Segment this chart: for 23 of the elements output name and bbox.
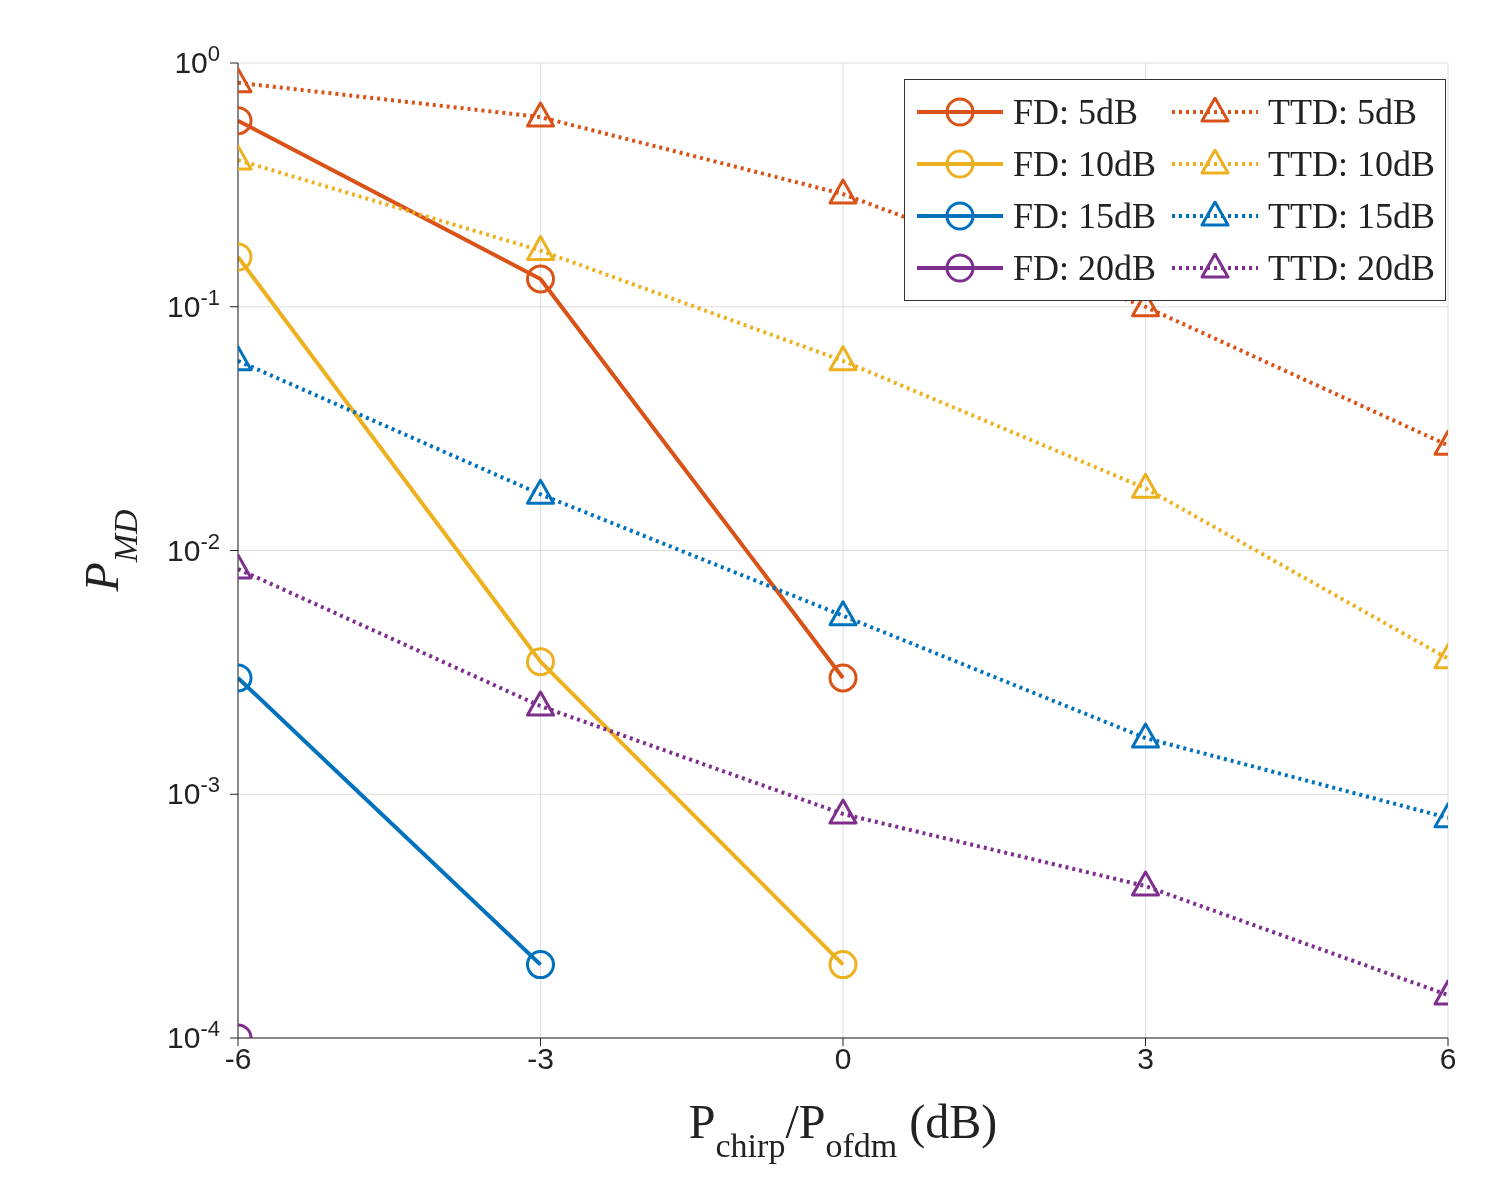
point: [828, 798, 858, 825]
y-tick-label: 10$^{-1}$: [167, 284, 220, 323]
legend-label: TTD: 15dB: [1268, 195, 1435, 237]
legend-label: FD: 20dB: [1012, 247, 1156, 289]
legend-label: FD: 5dB: [1012, 91, 1138, 133]
x-tick-label: 6: [1439, 1042, 1457, 1076]
point: [828, 600, 858, 627]
y-tick-label: 10$^{0}$: [174, 40, 220, 79]
legend-label: TTD: 20dB: [1268, 247, 1435, 289]
y-tick-label: 10$^{-2}$: [167, 528, 220, 567]
legend-label: TTD: 10dB: [1268, 143, 1435, 185]
x-tick-label: -3: [527, 1042, 554, 1076]
y-tick-label: 10$^{-4}$: [167, 1015, 220, 1054]
x-tick-label: -6: [224, 1042, 252, 1076]
x-axis-title: P$_{chirp}$/P$_{ofdm}$ (dB): [688, 1095, 998, 1164]
point: [828, 345, 858, 372]
x-tick-label: 3: [1137, 1042, 1154, 1076]
legend-label: FD: 10dB: [1012, 143, 1156, 185]
x-tick-label: 0: [834, 1042, 852, 1076]
legend-label: TTD: 5dB: [1268, 91, 1417, 133]
y-tick-label: 10$^{-3}$: [167, 771, 220, 811]
point: [828, 178, 858, 205]
legend-label: FD: 15dB: [1012, 195, 1156, 237]
